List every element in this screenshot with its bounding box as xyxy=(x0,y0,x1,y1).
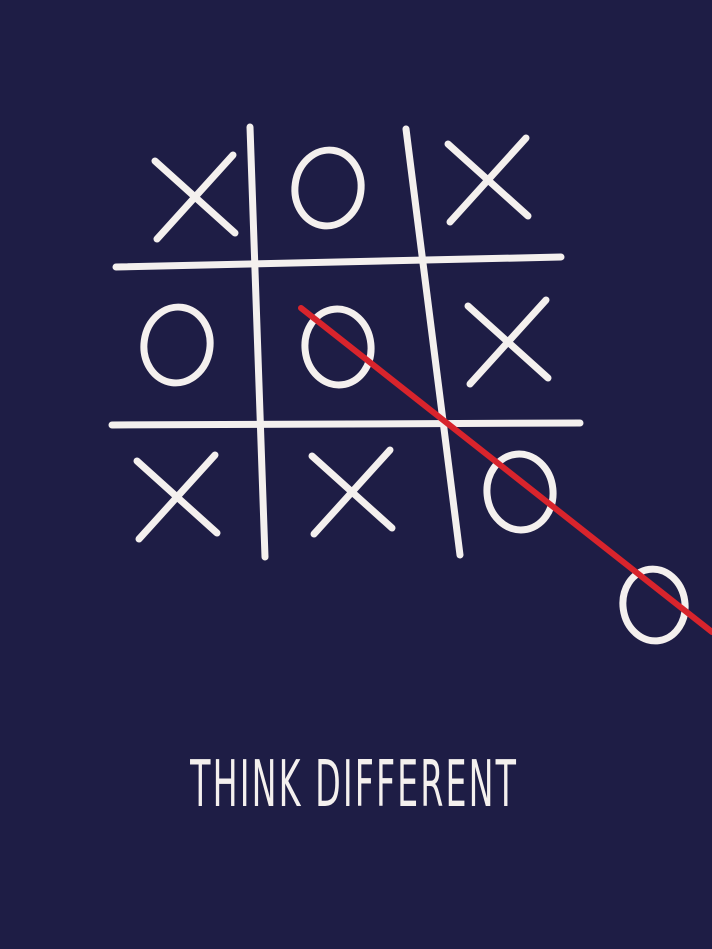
grid-lines xyxy=(108,123,584,561)
cell-1-2-o-mark xyxy=(291,146,365,230)
cell-2-2-o-mark xyxy=(301,305,375,389)
cell-1-3-x-mark xyxy=(444,134,532,226)
grid-line-horizontal-bottom xyxy=(108,419,584,429)
extra-o-mark xyxy=(619,565,689,645)
cell-3-1-x-mark xyxy=(133,451,221,543)
tagline: THINK DIFFERENT xyxy=(190,748,518,822)
cell-3-2-x-mark xyxy=(308,446,396,538)
grid-line-vertical-right xyxy=(402,125,464,559)
winning-strike-line xyxy=(298,305,712,635)
cell-3-3-o-mark xyxy=(483,450,557,534)
board-marks xyxy=(133,134,689,645)
grid-line-horizontal-top xyxy=(112,253,565,271)
cell-2-3-x-mark xyxy=(464,296,552,388)
cell-2-1-o-mark xyxy=(140,303,214,387)
grid-line-vertical-left xyxy=(246,123,269,561)
cell-1-1-x-mark xyxy=(151,151,239,243)
